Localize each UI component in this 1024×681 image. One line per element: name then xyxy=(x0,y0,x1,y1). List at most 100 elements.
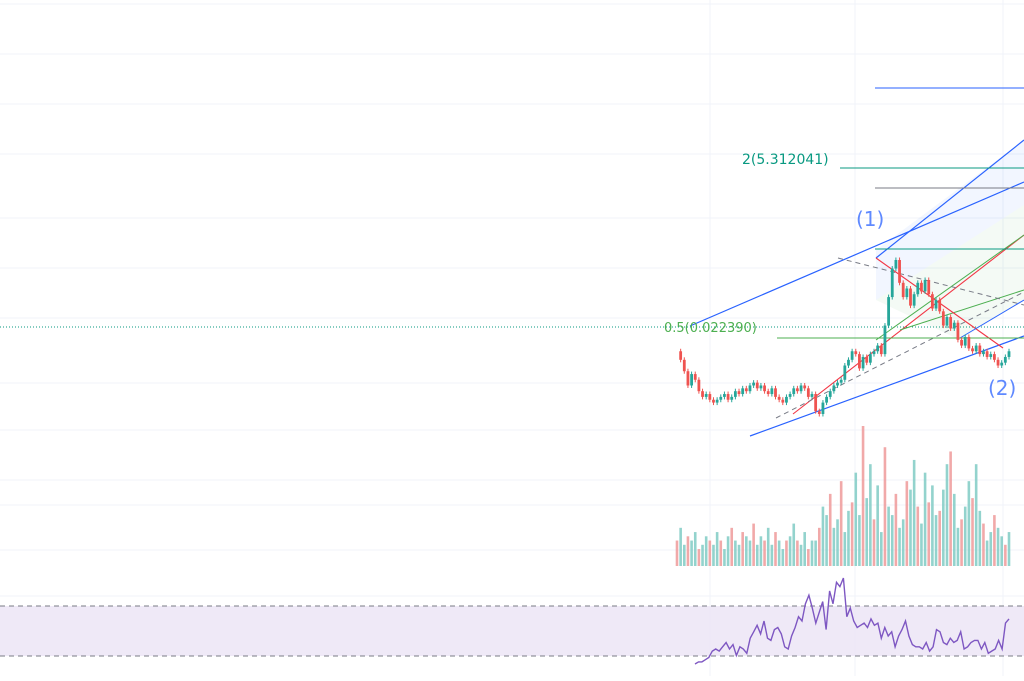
price-candle xyxy=(956,322,960,340)
drawing-tools[interactable] xyxy=(689,87,1024,437)
volume-bar xyxy=(810,540,814,566)
price-candle xyxy=(828,391,832,397)
volume-bar xyxy=(737,544,741,566)
volume-bar xyxy=(839,481,843,566)
price-candle xyxy=(697,379,701,392)
price-candle xyxy=(920,282,923,292)
price-candle xyxy=(803,385,807,389)
fib-2-label[interactable]: 2(5.312041) xyxy=(742,152,829,168)
price-candle xyxy=(788,394,792,397)
volume-bar xyxy=(1007,532,1011,566)
volume-bar xyxy=(880,532,883,566)
price-candle xyxy=(723,394,726,397)
volume-bar xyxy=(982,523,985,566)
price-candle xyxy=(686,371,690,386)
price-candle xyxy=(985,351,989,357)
volume-bar xyxy=(748,540,752,566)
price-candle xyxy=(821,402,825,414)
price-candle xyxy=(774,388,777,397)
price-candle xyxy=(909,288,912,306)
dashed-helper-2 xyxy=(837,257,1024,306)
volume-bar xyxy=(843,532,847,566)
price-candle xyxy=(1003,356,1007,363)
price-candle xyxy=(690,374,693,386)
volume-bar xyxy=(858,515,861,566)
price-candle xyxy=(755,382,759,389)
volume-bar xyxy=(752,523,755,566)
volume-bar xyxy=(803,532,806,566)
price-candle xyxy=(730,396,734,400)
volume-bar xyxy=(763,540,766,566)
fork-inner-2 xyxy=(899,289,1024,331)
volume-bar xyxy=(836,519,839,566)
price-candle xyxy=(781,399,785,403)
volume-bar xyxy=(730,527,734,566)
price-candle xyxy=(858,354,861,369)
price-candle xyxy=(872,351,876,355)
volume-bar xyxy=(985,540,989,566)
price-candle xyxy=(847,359,850,366)
price-candle xyxy=(704,394,708,397)
volume-bar xyxy=(1000,536,1004,566)
price-candle xyxy=(941,311,945,326)
volume-bar xyxy=(850,502,854,566)
volume-bar xyxy=(693,532,697,566)
price-candle xyxy=(799,385,803,392)
price-candle xyxy=(806,388,810,397)
volume-bar xyxy=(755,544,759,566)
fork-lower xyxy=(959,299,1024,339)
volume-bar xyxy=(675,540,679,566)
volume-bar xyxy=(745,536,748,566)
volume-bar xyxy=(719,540,723,566)
volume-bar xyxy=(963,506,967,566)
price-series xyxy=(679,257,1011,417)
price-candle xyxy=(898,260,901,283)
volume-bar xyxy=(792,523,796,566)
volume-bar xyxy=(909,489,912,566)
fib-0-5-label[interactable]: 0.5(0.022390) xyxy=(664,321,757,336)
price-candle xyxy=(996,359,1000,366)
price-candle xyxy=(770,388,774,395)
price-candle xyxy=(693,374,697,380)
volume-bar xyxy=(931,485,934,566)
volume-bar xyxy=(796,540,799,566)
volume-bar xyxy=(905,481,909,566)
price-candle xyxy=(719,396,723,400)
indicator-line xyxy=(694,577,1010,665)
wave-1-label[interactable]: (1) xyxy=(856,207,884,231)
volume-bar xyxy=(828,493,832,566)
volume-bar xyxy=(723,549,726,566)
price-candle xyxy=(850,351,854,360)
volume-bar xyxy=(825,515,828,566)
volume-bar xyxy=(956,527,960,566)
price-candle xyxy=(905,288,909,298)
price-candle xyxy=(715,399,719,403)
price-candle xyxy=(854,351,858,355)
volume-bar xyxy=(974,464,978,566)
volume-bar xyxy=(788,536,792,566)
price-candle xyxy=(792,388,796,395)
price-candle xyxy=(901,282,905,298)
volume-bar xyxy=(890,515,894,566)
volume-bar xyxy=(971,498,974,566)
volume-bar xyxy=(777,540,781,566)
volume-bar xyxy=(923,472,927,566)
price-candle xyxy=(832,385,836,392)
volume-bar xyxy=(759,536,763,566)
volume-bar xyxy=(854,472,858,566)
price-candle xyxy=(960,339,963,346)
price-candle xyxy=(868,354,872,363)
volume-bar xyxy=(916,506,920,566)
volume-bar xyxy=(898,527,901,566)
price-candle xyxy=(679,351,683,360)
channel-upper xyxy=(689,181,1024,327)
price-candle xyxy=(839,379,843,383)
price-candle xyxy=(865,356,869,363)
volume-bar xyxy=(697,549,701,566)
dashed-helper-1 xyxy=(775,291,1024,419)
price-candle xyxy=(1000,362,1004,366)
wave-2-label[interactable]: (2) xyxy=(988,376,1016,400)
volume-bar xyxy=(814,540,817,566)
